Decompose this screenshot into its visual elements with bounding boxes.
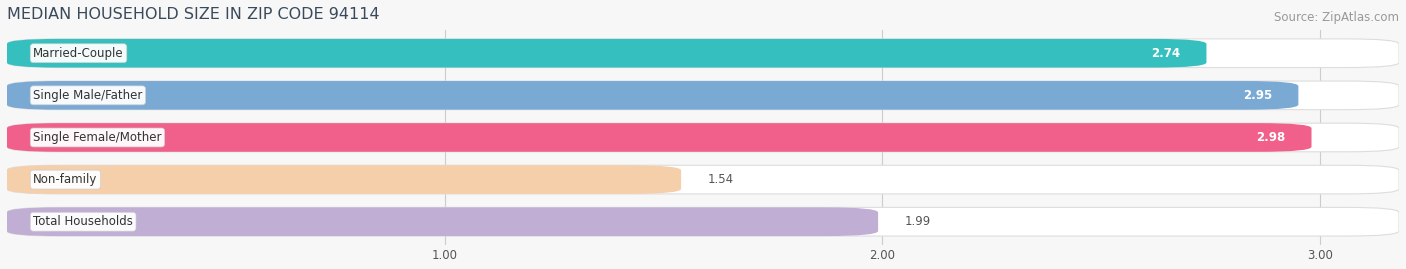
FancyBboxPatch shape [7,39,1206,68]
FancyBboxPatch shape [7,39,1399,68]
Text: 1.54: 1.54 [707,173,734,186]
Text: MEDIAN HOUSEHOLD SIZE IN ZIP CODE 94114: MEDIAN HOUSEHOLD SIZE IN ZIP CODE 94114 [7,7,380,22]
FancyBboxPatch shape [7,207,879,236]
Text: Single Male/Father: Single Male/Father [34,89,142,102]
FancyBboxPatch shape [7,165,1399,194]
Text: 2.95: 2.95 [1243,89,1272,102]
FancyBboxPatch shape [7,207,1399,236]
Text: Total Households: Total Households [34,215,134,228]
Text: Source: ZipAtlas.com: Source: ZipAtlas.com [1274,11,1399,24]
FancyBboxPatch shape [7,123,1399,152]
FancyBboxPatch shape [7,81,1399,110]
Text: 1.99: 1.99 [904,215,931,228]
FancyBboxPatch shape [7,165,681,194]
Text: 2.98: 2.98 [1256,131,1285,144]
FancyBboxPatch shape [7,123,1312,152]
Text: 2.74: 2.74 [1152,47,1180,60]
Text: Single Female/Mother: Single Female/Mother [34,131,162,144]
FancyBboxPatch shape [7,81,1298,110]
Text: Married-Couple: Married-Couple [34,47,124,60]
Text: Non-family: Non-family [34,173,97,186]
